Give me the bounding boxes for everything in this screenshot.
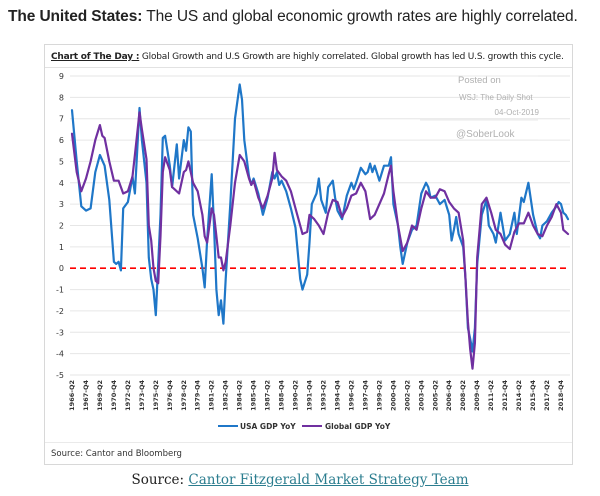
watermark-date: 04-Oct-2019 xyxy=(495,108,540,117)
x-tick-label: 1985-Q4 xyxy=(250,380,258,411)
legend-label-usa: USA GDP YoY xyxy=(240,422,296,431)
watermark: Posted on WSJ: The Daily Shot 04-Oct-201… xyxy=(420,75,540,141)
x-tick-label: 2012-Q4 xyxy=(501,380,509,411)
x-tick-label: 2008-Q2 xyxy=(459,380,467,411)
x-tick-label: 1969-Q2 xyxy=(96,380,104,411)
chart-caption: Chart of The Day : Global Growth and U.S… xyxy=(51,52,564,62)
y-tick-label: 8 xyxy=(59,93,64,102)
y-tick-label: 0 xyxy=(59,264,64,273)
y-tick-label: 7 xyxy=(59,115,64,124)
x-tick-label: 2014-Q2 xyxy=(515,380,523,411)
x-tick-label: 1993-Q2 xyxy=(319,380,327,411)
x-tick-label: 2002-Q2 xyxy=(403,380,411,411)
series-lines xyxy=(70,83,570,370)
x-tick-label: 1982-Q4 xyxy=(222,380,230,411)
y-tick-label: -5 xyxy=(56,371,64,380)
x-tick-label: 1987-Q2 xyxy=(264,380,272,411)
y-tick-label: -2 xyxy=(56,307,64,316)
footer-source: Source: Cantor Fitzgerald Market Strateg… xyxy=(0,472,600,488)
x-axis-ticks: 1966-Q2 1967-Q4 1969-Q2 1970-Q4 1972-Q2 1973-… xyxy=(68,380,565,411)
x-tick-label: 2000-Q4 xyxy=(389,380,397,411)
y-tick-label: 4 xyxy=(59,179,64,188)
y-tick-label: -1 xyxy=(56,286,64,295)
x-tick-label: 1973-Q4 xyxy=(138,380,146,411)
watermark-source: WSJ: The Daily Shot xyxy=(459,93,533,102)
y-tick-label: 6 xyxy=(59,136,64,145)
legend-label-global: Global GDP YoY xyxy=(325,422,391,431)
x-tick-label: 1976-Q4 xyxy=(166,380,174,411)
x-tick-label: 1997-Q4 xyxy=(361,380,369,411)
x-tick-label: 1966-Q2 xyxy=(68,380,76,411)
headline-bold: The United States: xyxy=(8,8,143,25)
x-tick-label: 1967-Q4 xyxy=(82,380,90,411)
x-tick-label: 1991-Q4 xyxy=(306,380,314,411)
headline: The United States: The US and global eco… xyxy=(8,8,578,26)
y-tick-label: 3 xyxy=(59,200,64,209)
y-tick-label: -4 xyxy=(56,350,64,359)
footer-source-link[interactable]: Cantor Fitzgerald Market Strategy Team xyxy=(188,472,469,488)
x-tick-label: 2009-Q4 xyxy=(473,380,481,411)
x-tick-label: 2011-Q2 xyxy=(487,380,495,411)
x-tick-label: 1990-Q2 xyxy=(292,380,300,411)
x-tick-label: 1975-Q2 xyxy=(152,380,160,411)
watermark-handle: @SoberLook xyxy=(456,129,516,140)
x-tick-label: 1979-Q4 xyxy=(194,380,202,411)
x-tick-label: 1981-Q2 xyxy=(208,380,216,411)
caption-divider xyxy=(45,67,572,68)
x-tick-label: 2017-Q2 xyxy=(543,380,551,411)
x-tick-label: 1994-Q4 xyxy=(333,380,341,411)
legend: USA GDP YoY Global GDP YoY xyxy=(218,422,391,431)
x-tick-label: 2015-Q4 xyxy=(529,380,537,411)
x-tick-label: 1978-Q2 xyxy=(180,380,188,411)
headline-text: The US and global economic growth rates … xyxy=(142,8,578,25)
y-tick-label: 2 xyxy=(59,222,64,231)
x-tick-label: 1984-Q2 xyxy=(236,380,244,411)
chart-source: Source: Cantor and Bloomberg xyxy=(51,449,182,459)
y-tick-label: -3 xyxy=(56,328,64,337)
x-tick-label: 1970-Q4 xyxy=(110,380,118,411)
y-tick-label: 1 xyxy=(59,243,64,252)
x-tick-label: 2018-Q4 xyxy=(557,380,565,411)
x-tick-label: 2005-Q2 xyxy=(431,380,439,411)
x-tick-label: 1999-Q2 xyxy=(375,380,383,411)
x-tick-label: 1988-Q4 xyxy=(278,380,286,411)
series-line-global xyxy=(70,111,570,370)
chart-caption-text: Global Growth and U.S Growth are highly … xyxy=(139,52,564,62)
y-tick-label: 9 xyxy=(59,72,64,81)
x-tick-label: 2003-Q4 xyxy=(417,380,425,411)
y-tick-label: 5 xyxy=(59,157,64,166)
x-tick-label: 1972-Q2 xyxy=(124,380,132,411)
footer-prefix: Source: xyxy=(131,472,189,488)
source-divider xyxy=(45,442,572,443)
x-tick-label: 1996-Q2 xyxy=(347,380,355,411)
chart-caption-label: Chart of The Day : xyxy=(51,52,140,62)
x-tick-label: 2006-Q4 xyxy=(445,380,453,411)
watermark-posted-on: Posted on xyxy=(458,75,501,86)
y-axis-ticks: 9 8 7 6 5 4 3 2 1 0 -1 -2 -3 -4 -5 xyxy=(56,72,64,380)
